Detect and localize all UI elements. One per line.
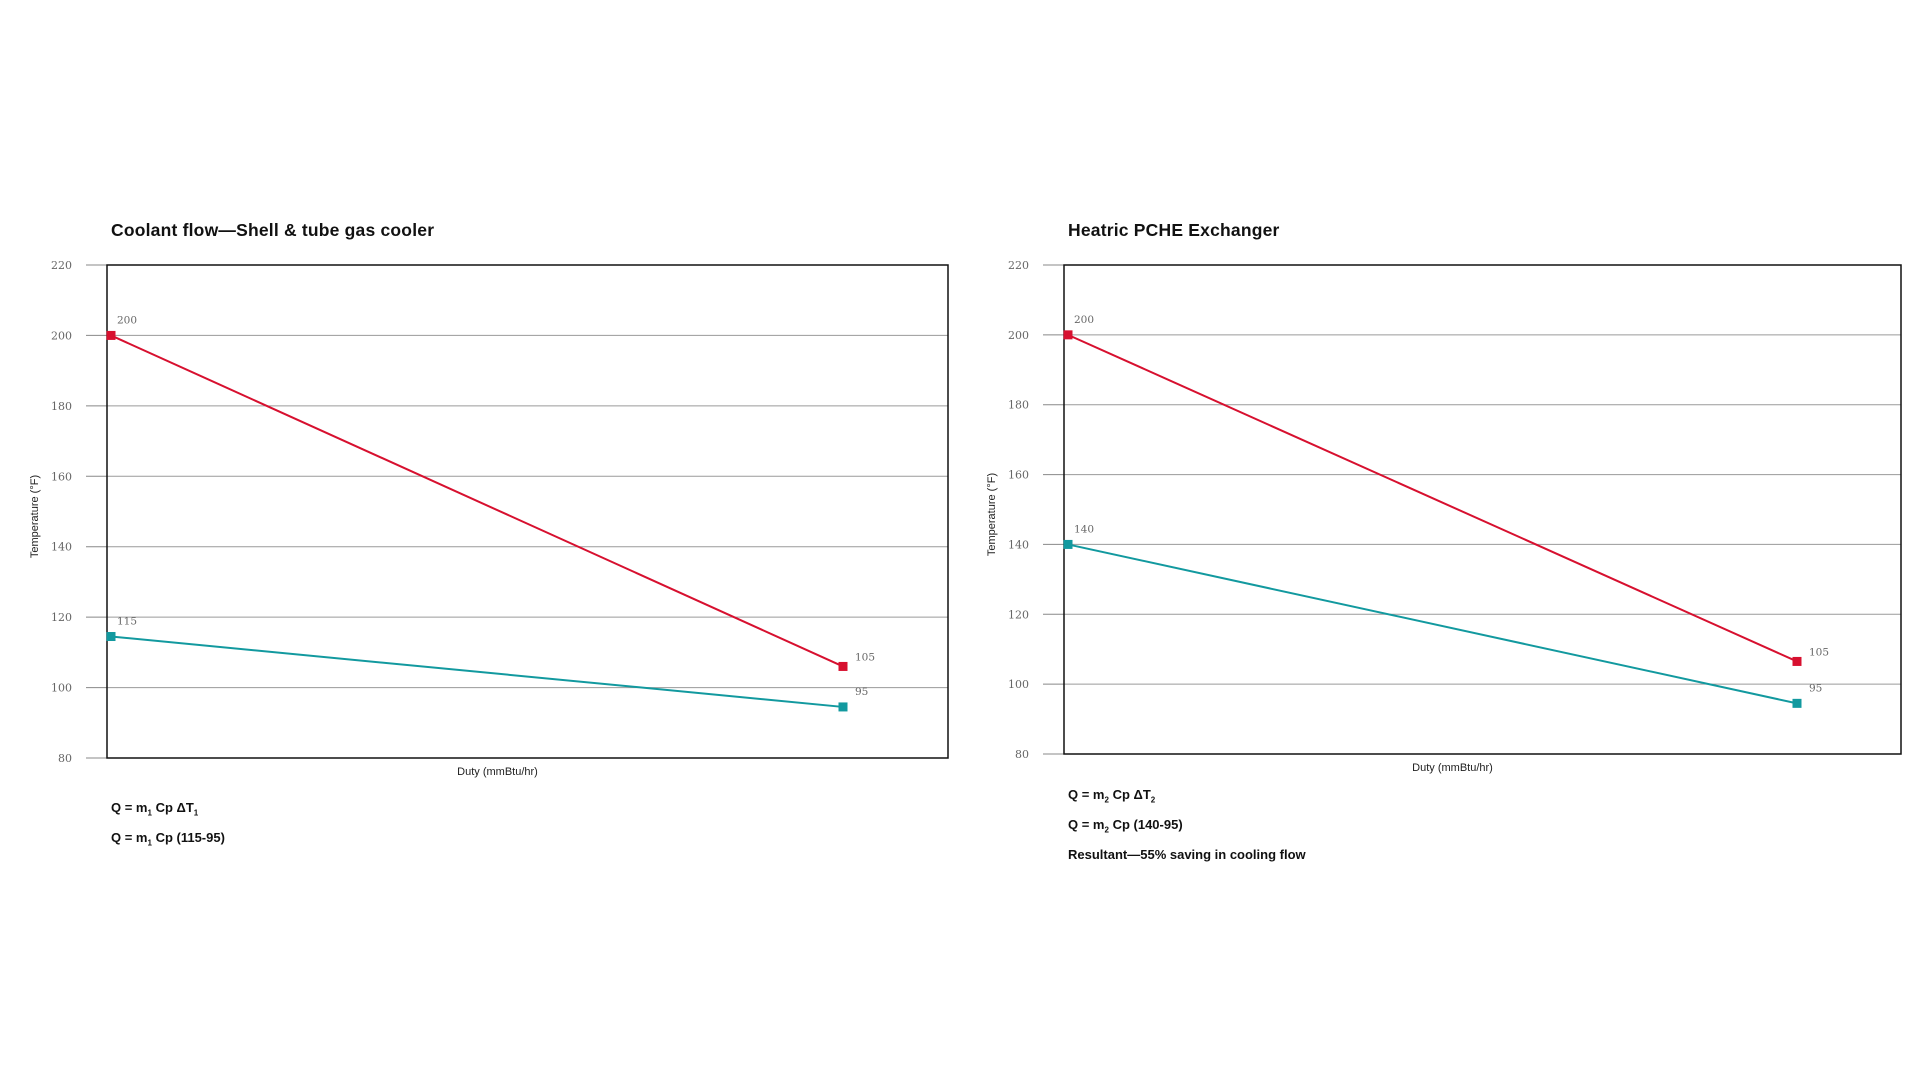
y-tick-label-left-100: 100 bbox=[51, 682, 72, 695]
data-point-left-hot-1 bbox=[838, 661, 848, 671]
data-label-right-cold-0: 140 bbox=[1074, 523, 1094, 535]
formula-right-1-sub: 2 bbox=[1104, 795, 1109, 805]
formula-left-2-mid: Cp (115-95) bbox=[151, 830, 225, 845]
data-point-left-cold-0 bbox=[106, 632, 116, 642]
data-label-right-hot-1: 105 bbox=[1809, 646, 1829, 658]
data-point-left-hot-0 bbox=[106, 330, 116, 340]
x-axis-label-right: Duty (mmBtu/hr) bbox=[1412, 762, 1493, 774]
formula-left-2-sub: 1 bbox=[147, 838, 152, 848]
y-tick-label-right-140: 140 bbox=[1008, 538, 1029, 551]
formula-right-2-sub: 2 bbox=[1104, 825, 1109, 835]
y-tick-label-right-80: 80 bbox=[1015, 748, 1029, 761]
formula-left-2-pre: Q = m bbox=[111, 830, 148, 845]
formula-left-1: Q = m1 Cp ΔT1 bbox=[111, 800, 198, 818]
chart-title-left: Coolant flow—Shell & tube gas cooler bbox=[111, 220, 435, 240]
formula-right-2-mid: Cp (140-95) bbox=[1108, 817, 1183, 832]
line-chart-right: 80 100 120 140 160 180 200 220 Duty (mmBtu/hr) Te… bbox=[986, 259, 1902, 774]
chart-panel-left: Coolant flow—Shell & tube gas cooler 80 1… bbox=[29, 220, 949, 848]
y-axis-label-left: Temperature (°F) bbox=[29, 475, 41, 558]
data-label-right-hot-0: 200 bbox=[1074, 314, 1094, 326]
formula-left-1-pre: Q = m bbox=[111, 800, 148, 815]
data-point-right-hot-0 bbox=[1063, 330, 1073, 340]
y-tick-label-left-220: 220 bbox=[51, 259, 72, 272]
formula-left-1-sub: 1 bbox=[147, 808, 152, 818]
formula-right-2: Q = m2 Cp (140-95) bbox=[1068, 817, 1183, 835]
formula-right-1: Q = m2 Cp ΔT2 bbox=[1068, 787, 1155, 805]
formula-right-1-sub2: 2 bbox=[1150, 795, 1156, 805]
formula-right-2-pre: Q = m bbox=[1068, 817, 1105, 832]
y-tick-label-left-80: 80 bbox=[58, 752, 72, 765]
series-line-right-hot bbox=[1067, 333, 1798, 663]
series-line-left-hot bbox=[110, 334, 844, 668]
y-tick-label-right-180: 180 bbox=[1008, 399, 1029, 412]
plot-frame-right bbox=[1063, 264, 1902, 755]
data-label-left-cold-1: 95 bbox=[855, 686, 868, 698]
y-tick-label-right-160: 160 bbox=[1008, 469, 1029, 482]
formula-left-1-sub2: 1 bbox=[193, 808, 199, 818]
formula-right-1-pre: Q = m bbox=[1068, 787, 1105, 802]
y-tick-label-right-200: 200 bbox=[1008, 329, 1029, 342]
series-line-right-cold bbox=[1067, 543, 1798, 705]
y-tick-label-left-200: 200 bbox=[51, 329, 72, 342]
data-label-right-cold-1: 95 bbox=[1809, 682, 1822, 694]
y-tick-label-right-120: 120 bbox=[1008, 608, 1029, 621]
formula-left-1-mid: Cp ΔT bbox=[151, 800, 194, 815]
y-tick-label-left-120: 120 bbox=[51, 611, 72, 624]
data-label-left-cold-0: 115 bbox=[117, 616, 137, 628]
y-tick-label-right-220: 220 bbox=[1008, 259, 1029, 272]
line-chart-left: 80 100 120 140 160 180 200 220 Duty (mmBtu/hr) Te… bbox=[29, 259, 949, 778]
chart-panel-right: Heatric PCHE Exchanger 80 100 120 140 160 180… bbox=[960, 0, 1920, 1080]
chart-title-right: Heatric PCHE Exchanger bbox=[1068, 220, 1280, 240]
data-point-right-cold-0 bbox=[1063, 539, 1073, 549]
y-tick-label-right-100: 100 bbox=[1008, 678, 1029, 691]
data-point-left-cold-1 bbox=[838, 702, 848, 712]
data-label-left-hot-0: 200 bbox=[117, 314, 137, 326]
x-axis-label-left: Duty (mmBtu/hr) bbox=[457, 766, 538, 778]
data-label-left-hot-1: 105 bbox=[855, 651, 875, 663]
data-point-right-cold-1 bbox=[1792, 698, 1802, 708]
formula-left-2: Q = m1 Cp (115-95) bbox=[111, 830, 225, 848]
series-line-left-cold bbox=[110, 635, 844, 708]
resultant-text: Resultant—55% saving in cooling flow bbox=[1068, 847, 1306, 862]
y-tick-label-left-140: 140 bbox=[51, 541, 72, 554]
formula-right-1-mid: Cp ΔT bbox=[1108, 787, 1151, 802]
y-tick-label-left-180: 180 bbox=[51, 400, 72, 413]
y-tick-label-left-160: 160 bbox=[51, 470, 72, 483]
y-axis-label-right: Temperature (°F) bbox=[986, 473, 998, 556]
plot-frame-left bbox=[106, 264, 949, 759]
data-point-right-hot-1 bbox=[1792, 656, 1802, 666]
